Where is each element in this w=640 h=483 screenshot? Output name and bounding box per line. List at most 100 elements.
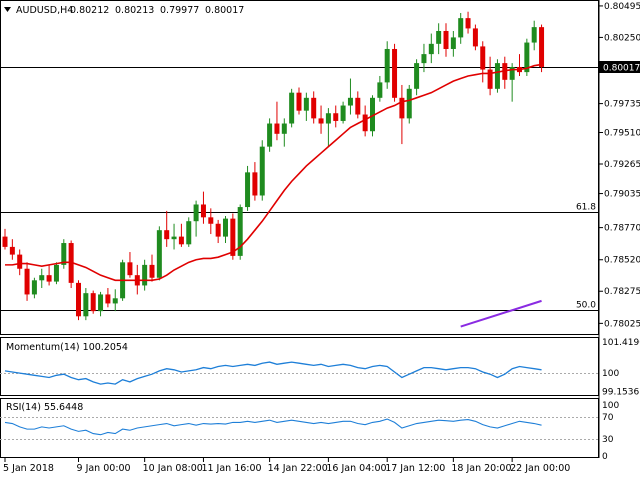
candle-bull bbox=[142, 264, 148, 286]
price-tick-label: 0.79735 bbox=[604, 100, 640, 110]
candle-bull bbox=[267, 123, 273, 147]
momentum-tick-label: 100 bbox=[602, 369, 619, 379]
candle-bear bbox=[296, 92, 302, 111]
price-tick-label: 0.80250 bbox=[604, 33, 640, 43]
candle-bear bbox=[487, 69, 493, 89]
candle-bull bbox=[156, 230, 162, 278]
price-tick-label: 0.78025 bbox=[604, 319, 640, 329]
candle-bear bbox=[2, 236, 8, 247]
time-tick-label: 16 Jan 04:00 bbox=[326, 463, 386, 474]
current-price-label: 0.80017 bbox=[603, 64, 640, 74]
price-tick-label: 0.78275 bbox=[604, 287, 640, 297]
candle-bull bbox=[61, 243, 67, 265]
time-tick-label: 5 Jan 2018 bbox=[3, 463, 54, 474]
candle-bear bbox=[399, 97, 405, 119]
candle-bull bbox=[531, 27, 537, 43]
candle-bull bbox=[347, 97, 353, 106]
axes: 0.80495 0.80250 0.79735 0.79510 0.79265 0.790… bbox=[3, 2, 640, 474]
candle-bear bbox=[215, 223, 221, 237]
candle-bull bbox=[31, 280, 37, 295]
time-tick-label: 9 Jan 00:00 bbox=[77, 463, 131, 474]
price-tick-label: 0.79035 bbox=[604, 190, 640, 200]
fib-level-label: 50.0 bbox=[576, 301, 596, 311]
candle-bear bbox=[311, 97, 317, 119]
candle-bear bbox=[465, 18, 471, 29]
candle-bull bbox=[370, 97, 375, 132]
candle-bear bbox=[318, 118, 324, 124]
chart-header-close: 0.80017 bbox=[205, 5, 244, 16]
price-tick-label: 0.79265 bbox=[604, 160, 640, 170]
candle-bull bbox=[245, 172, 251, 208]
chart-header-low: 0.79977 bbox=[160, 5, 199, 16]
candle-bear bbox=[539, 27, 545, 67]
candle-bull bbox=[193, 204, 199, 222]
rsi-label: RSI(14) 55.6448 bbox=[6, 402, 83, 413]
candle-bull bbox=[406, 88, 412, 119]
candle-bear bbox=[355, 97, 361, 115]
momentum-label: Momentum(14) 100.2054 bbox=[6, 342, 128, 353]
candle-bear bbox=[105, 294, 111, 304]
candle-bull bbox=[259, 146, 265, 196]
dropdown-triangle-icon[interactable] bbox=[4, 7, 11, 12]
candle-bear bbox=[17, 254, 23, 269]
purple-line bbox=[460, 299, 542, 328]
candle-bull bbox=[53, 264, 59, 282]
candle-bear bbox=[178, 236, 184, 245]
price-tick-label: 0.78520 bbox=[604, 256, 640, 266]
chart-header-high: 0.80213 bbox=[115, 5, 154, 16]
candle-bear bbox=[164, 230, 170, 240]
candle-bull bbox=[98, 294, 104, 312]
candle-bull bbox=[340, 105, 346, 121]
candle-bull bbox=[171, 236, 177, 240]
momentum-tick-label: 101.4196 bbox=[602, 338, 640, 348]
rsi-tick-label: 100 bbox=[602, 401, 619, 411]
candle-bear bbox=[252, 172, 258, 196]
rsi-line bbox=[4, 418, 542, 436]
rsi-tick-label: 70 bbox=[602, 413, 614, 423]
candle-bull bbox=[325, 113, 331, 124]
time-tick-label: 17 Jan 12:00 bbox=[385, 463, 445, 474]
price-panel-border bbox=[0, 0, 599, 335]
candle-bull bbox=[414, 63, 420, 89]
candle-bear bbox=[274, 123, 280, 134]
candle-bull bbox=[281, 123, 287, 134]
current-price-tag bbox=[599, 61, 640, 73]
momentum-tick-label: 99.1536 bbox=[602, 388, 639, 398]
candle-bear bbox=[9, 246, 15, 255]
candle-bear bbox=[46, 275, 52, 282]
candle-bear bbox=[24, 268, 30, 295]
candle-bull bbox=[509, 66, 515, 80]
candle-bear bbox=[127, 262, 133, 276]
time-tick-label: 10 Jan 08:00 bbox=[143, 463, 203, 474]
candle-bear bbox=[90, 293, 96, 312]
candle-bear bbox=[200, 204, 206, 218]
price-tick-label: 0.80495 bbox=[604, 2, 640, 12]
candle-bull bbox=[421, 54, 427, 64]
candle-bear bbox=[76, 282, 81, 317]
time-tick-label: 14 Jan 22:00 bbox=[268, 463, 328, 474]
candle-bull bbox=[223, 218, 228, 237]
candle-bear bbox=[230, 218, 236, 256]
time-tick-label: 22 Jan 00:00 bbox=[510, 463, 570, 474]
candle-bull bbox=[377, 82, 383, 98]
candle-bear bbox=[362, 114, 368, 132]
rsi-panel-border bbox=[0, 398, 599, 458]
candle-bear bbox=[149, 264, 155, 278]
candle-bull bbox=[436, 30, 442, 44]
candle-bull bbox=[450, 37, 456, 49]
time-tick-label: 18 Jan 20:00 bbox=[451, 463, 511, 474]
candle-bear bbox=[472, 28, 478, 47]
rsi-tick-label: 30 bbox=[602, 435, 614, 445]
price-tick-label: 0.79510 bbox=[604, 129, 640, 139]
candle-bull bbox=[289, 92, 295, 124]
candle-bull bbox=[494, 63, 500, 89]
momentum-plot bbox=[0, 361, 598, 385]
candle-bull bbox=[83, 293, 89, 317]
candle-bear bbox=[443, 30, 449, 49]
candle-bull bbox=[303, 97, 309, 111]
candle-bear bbox=[208, 217, 214, 224]
rsi-tick-label: 0 bbox=[602, 452, 608, 462]
candle-bull bbox=[186, 221, 192, 245]
